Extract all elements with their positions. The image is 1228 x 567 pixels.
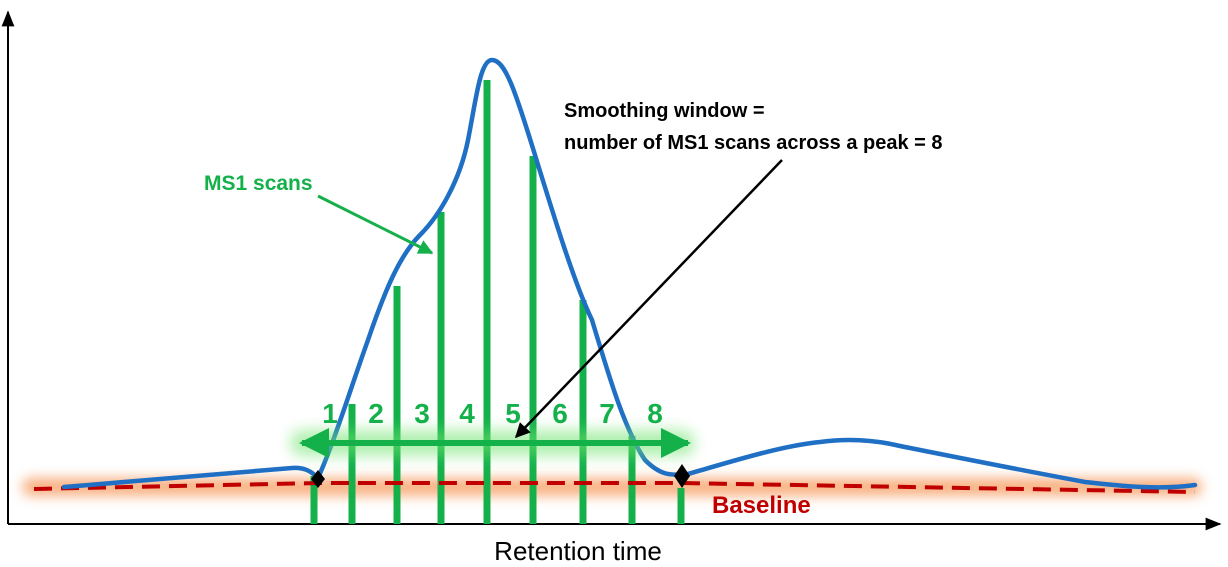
- peak-boundary-markers: [311, 464, 690, 488]
- scan-number-3: 3: [414, 398, 430, 429]
- signal-curve: [61, 57, 1198, 490]
- ms1-scans-pointer-arrow: [317, 194, 434, 255]
- peak-start-marker: [311, 470, 325, 488]
- scan-number-labels: 1 2 3 4 5 6 7 8: [322, 398, 663, 429]
- scan-number-1: 1: [322, 398, 338, 429]
- scan-number-2: 2: [368, 398, 384, 429]
- smoothing-pointer-arrow: [514, 159, 783, 439]
- ms1-scans-label: MS1 scans: [204, 172, 313, 195]
- baseline-label: Baseline: [712, 492, 811, 519]
- smoothing-window-label-line1: Smoothing window =: [564, 100, 765, 122]
- smoothing-window-label-line2: number of MS1 scans across a peak = 8: [564, 132, 943, 154]
- scan-number-5: 5: [505, 398, 521, 429]
- scan-number-7: 7: [599, 398, 615, 429]
- ms1-scan-bars: [310, 80, 685, 524]
- smoothing-window-arrow: [290, 428, 695, 458]
- scan-number-4: 4: [459, 398, 475, 429]
- scan-number-8: 8: [647, 398, 663, 429]
- baseline-line: [33, 481, 1196, 494]
- x-axis-label: Retention time: [494, 536, 662, 566]
- peak-end-marker: [674, 464, 690, 488]
- scan-number-6: 6: [552, 398, 568, 429]
